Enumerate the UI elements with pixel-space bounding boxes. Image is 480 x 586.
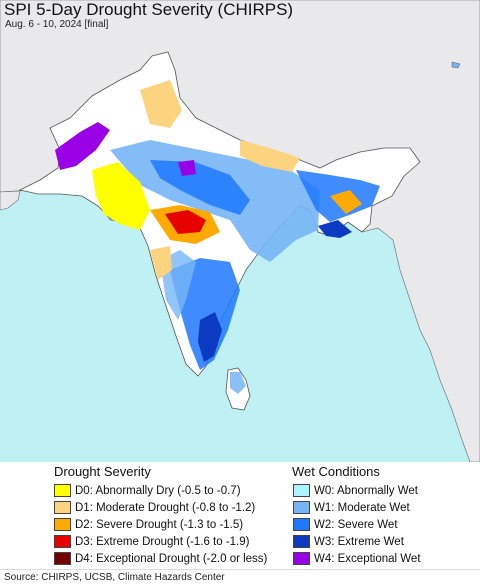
wet-legend-label: W3: Extreme Wet [314,535,404,548]
severe-drought-northeast [330,190,362,214]
drought-legend-item: D0: Abnormally Dry (-0.5 to -0.7) [54,482,267,499]
small-island [451,61,461,69]
wet-legend-swatch [293,484,310,497]
drought-legend-item: D1: Moderate Drought (-0.8 to -1.2) [54,499,267,516]
map-canvas [0,0,480,462]
arabia-land [0,190,21,211]
wet-legend-label: W0: Abnormally Wet [314,484,418,497]
drought-legend-swatch [54,484,71,497]
moderate-drought-south [150,246,172,280]
drought-legend-item: D3: Extreme Drought (-1.6 to -1.9) [54,533,267,550]
exceptional-wet-patch [178,160,196,176]
wet-legend-label: W4: Exceptional Wet [314,552,421,565]
wet-legend-item: W3: Extreme Wet [293,533,421,550]
footer-divider [0,569,480,570]
drought-legend-swatch [54,552,71,565]
drought-legend: D0: Abnormally Dry (-0.5 to -0.7) D1: Mod… [54,482,267,567]
date-range: Aug. 6 - 10, 2024 [final] [5,19,109,30]
wet-legend-item: W4: Exceptional Wet [293,550,421,567]
map-panel: SPI 5-Day Drought Severity (CHIRPS) Aug.… [0,0,480,462]
moderate-drought-east [240,140,300,172]
wet-legend-item: W2: Severe Wet [293,516,421,533]
drought-legend-swatch [54,535,71,548]
abnormally-dry-north [140,80,182,128]
wet-legend-swatch [293,501,310,514]
wet-legend-swatch [293,535,310,548]
drought-legend-swatch [54,518,71,531]
drought-legend-label: D1: Moderate Drought (-0.8 to -1.2) [75,501,256,514]
wet-legend-item: W1: Moderate Wet [293,499,421,516]
wet-legend-label: W1: Moderate Wet [314,501,410,514]
extreme-wet-bangladesh [318,220,352,238]
wet-legend-swatch [293,552,310,565]
drought-legend-label: D4: Exceptional Drought (-2.0 or less) [75,552,268,565]
wet-strong-center [150,160,250,215]
drought-legend-swatch [54,501,71,514]
drought-legend-item: D2: Severe Drought (-1.3 to -1.5) [54,516,267,533]
exceptional-wet-pakistan [55,122,110,170]
extreme-wet-south [198,312,222,362]
wet-legend-label: W2: Severe Wet [314,518,398,531]
wet-srilanka [230,372,246,394]
drought-legend-label: D3: Extreme Drought (-1.6 to -1.9) [75,535,250,548]
wet-legend-item: W0: Abnormally Wet [293,482,421,499]
source-credit: Source: CHIRPS, UCSB, Climate Hazards Ce… [4,572,225,583]
page-title: SPI 5-Day Drought Severity (CHIRPS) [4,0,294,19]
drought-legend-heading: Drought Severity [54,464,151,479]
wet-legend-swatch [293,518,310,531]
extreme-drought-central [165,210,206,234]
legend-panel: Drought Severity D0: Abnormally Dry (-0.… [0,462,480,570]
drought-legend-label: D2: Severe Drought (-1.3 to -1.5) [75,518,244,531]
abnormally-dry-gujarat [92,162,150,230]
wet-legend: W0: Abnormally Wet W1: Moderate Wet W2: Se… [293,482,421,567]
wet-legend-heading: Wet Conditions [292,464,380,479]
drought-legend-label: D0: Abnormally Dry (-0.5 to -0.7) [75,484,241,497]
drought-legend-item: D4: Exceptional Drought (-2.0 or less) [54,550,267,567]
